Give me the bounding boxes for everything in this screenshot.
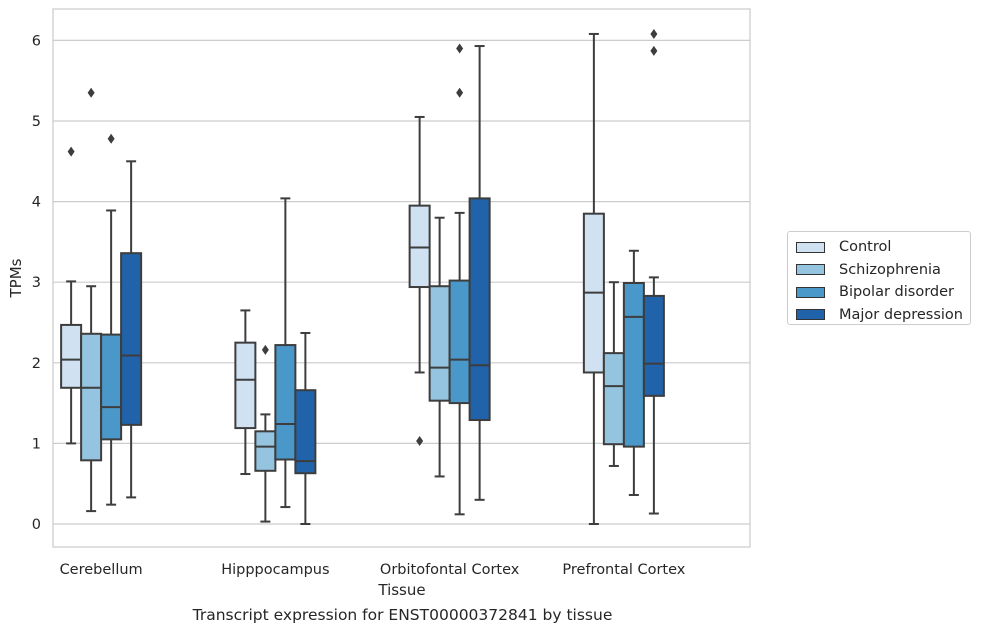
box-iqr xyxy=(602,352,625,446)
box-iqr xyxy=(428,285,451,402)
box-iqr xyxy=(100,333,123,441)
box-group xyxy=(642,28,665,515)
outlier-point xyxy=(87,87,95,98)
x-tick-label: Cerebellum xyxy=(60,562,143,578)
box-iqr xyxy=(274,344,297,461)
legend-swatch-depression xyxy=(796,309,825,321)
y-tick-label: 0 xyxy=(32,517,41,533)
box-group xyxy=(428,216,451,478)
box-group xyxy=(120,160,143,499)
box-group xyxy=(408,115,431,446)
outlier-point xyxy=(67,146,75,157)
legend-item: Schizophrenia xyxy=(794,259,964,282)
y-tick-label: 2 xyxy=(32,356,41,372)
y-tick-label: 1 xyxy=(32,436,41,452)
boxes xyxy=(60,28,665,525)
chart-caption: Transcript expression for ENST0000037284… xyxy=(192,606,613,624)
legend-item: Bipolar disorder xyxy=(794,281,964,304)
y-axis-label: TPMs xyxy=(7,258,25,298)
y-tick-label: 3 xyxy=(32,275,41,291)
plot-area xyxy=(52,8,751,548)
outlier-point xyxy=(456,43,464,54)
legend-swatch-bipolar xyxy=(796,286,825,298)
y-tick-labels: 0 1 2 3 4 5 6 xyxy=(32,33,41,533)
x-tick-label: Prefrontal Cortex xyxy=(562,562,685,578)
box-group xyxy=(448,43,471,516)
box-iqr xyxy=(622,282,645,448)
box-group xyxy=(582,32,605,525)
y-tick-label: 6 xyxy=(32,33,41,49)
x-axis-label: Tissue xyxy=(377,581,425,599)
box-group xyxy=(80,87,103,513)
box-iqr xyxy=(254,430,277,472)
box-group xyxy=(294,331,317,525)
x-tick-labels: Cerebellum Hipppocampus Orbitofontal Corte… xyxy=(60,562,686,578)
legend-label: Major depression xyxy=(839,306,963,323)
legend-item: Control xyxy=(794,236,964,259)
box-group xyxy=(254,344,277,523)
box-group xyxy=(60,146,83,445)
y-tick-label: 5 xyxy=(32,114,41,130)
legend-swatch-schizophrenia xyxy=(796,264,825,276)
x-tick-label: Orbitofontal Cortex xyxy=(380,562,520,578)
outlier-point xyxy=(416,435,424,446)
box-iqr xyxy=(408,204,431,289)
outlier-point xyxy=(456,87,464,98)
legend-swatch-control xyxy=(796,241,825,253)
box-iqr xyxy=(80,332,103,462)
box-iqr xyxy=(468,197,491,422)
outlier-point xyxy=(261,344,269,355)
box-iqr xyxy=(234,341,257,430)
y-tick-label: 4 xyxy=(32,195,41,211)
legend-label: Control xyxy=(839,239,892,256)
outlier-point xyxy=(650,45,658,56)
box-group xyxy=(234,309,257,476)
legend-label: Schizophrenia xyxy=(839,261,941,278)
outlier-point xyxy=(107,133,115,144)
box-group xyxy=(622,249,645,496)
legend-item: Major depression xyxy=(794,304,964,327)
legend: Control Schizophrenia Bipolar disorder M… xyxy=(787,231,971,325)
box-iqr xyxy=(120,252,143,426)
outlier-point xyxy=(650,28,658,39)
box-iqr xyxy=(294,389,317,475)
x-tick-label: Hipppocampus xyxy=(221,562,329,578)
box-iqr xyxy=(60,323,83,389)
box-iqr xyxy=(448,279,471,405)
legend-label: Bipolar disorder xyxy=(839,284,954,301)
box-group xyxy=(468,45,491,501)
box-iqr xyxy=(642,294,665,397)
